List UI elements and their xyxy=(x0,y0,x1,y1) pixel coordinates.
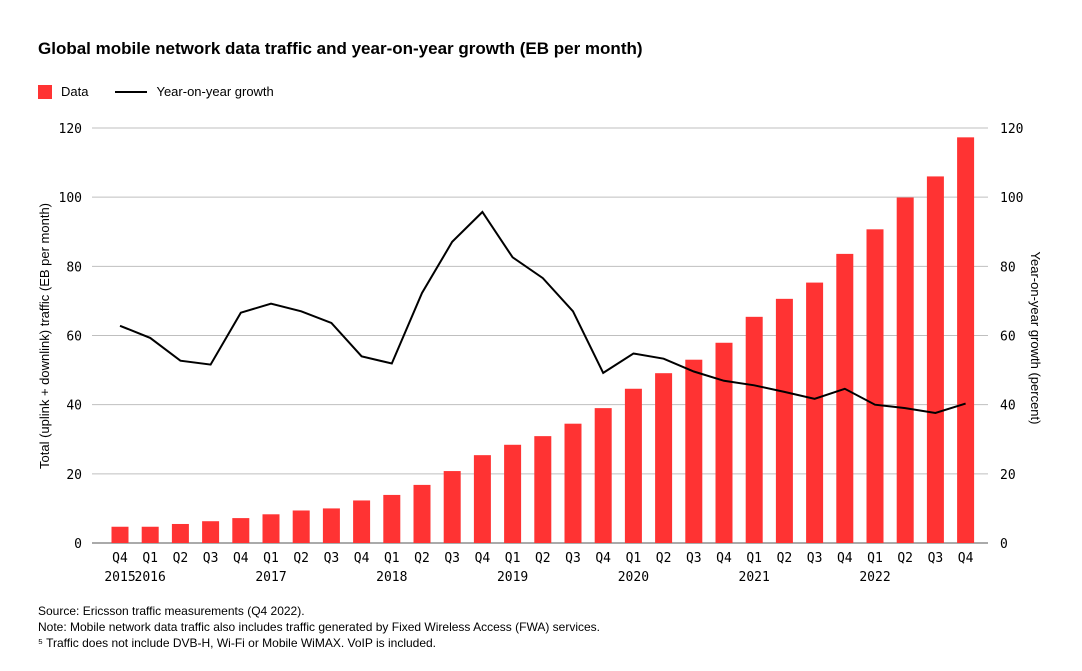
data-bar xyxy=(836,253,854,543)
chart-title: Global mobile network data traffic and y… xyxy=(38,39,643,58)
x-tick-label: Q1 xyxy=(746,551,762,566)
data-bar xyxy=(534,436,552,543)
x-tick-label: Q4 xyxy=(233,551,249,566)
fwa-note: Note: Mobile network data traffic also i… xyxy=(38,620,600,634)
growth-line xyxy=(119,210,966,415)
x-tick-label: Q4 xyxy=(112,551,128,566)
data-bar xyxy=(171,523,189,543)
data-bar xyxy=(111,526,129,543)
x-tick-label: Q3 xyxy=(565,551,581,566)
source-note: Source: Ericsson traffic measurements (Q… xyxy=(38,604,305,618)
x-tick-label: Q1 xyxy=(505,551,521,566)
x-tick-label: Q1 xyxy=(263,551,279,566)
bar-series xyxy=(111,137,975,543)
data-bar xyxy=(292,510,310,543)
x-tick-label: Q2 xyxy=(535,551,551,566)
x-tick-label: Q4 xyxy=(837,551,853,566)
legend-growth-label: Year-on-year growth xyxy=(156,84,274,99)
data-bar xyxy=(896,197,914,543)
x-year-label: 2021 xyxy=(739,570,770,585)
x-year-label: 2018 xyxy=(376,570,407,585)
y-tick-label-left: 0 xyxy=(74,537,82,552)
y-tick-label-right: 60 xyxy=(1000,330,1016,345)
y-tick-label-left: 40 xyxy=(66,399,82,414)
x-tick-label: Q4 xyxy=(716,551,732,566)
y-tick-label-left: 80 xyxy=(66,260,82,275)
y-tick-label-right: 100 xyxy=(1000,191,1023,206)
y-axis-right-ticks: 0 20 40 60 80 100 120 xyxy=(1000,122,1023,552)
y-axis-left-ticks: 0 20 40 60 80 100 120 xyxy=(59,122,82,552)
x-tick-label: Q3 xyxy=(686,551,702,566)
x-tick-label: Q4 xyxy=(958,551,974,566)
x-year-label: 2019 xyxy=(497,570,528,585)
y-tick-label-left: 100 xyxy=(59,191,82,206)
data-bar xyxy=(715,342,733,543)
data-bar xyxy=(473,455,491,543)
x-year-label: 2017 xyxy=(255,570,286,585)
x-tick-label: Q1 xyxy=(142,551,158,566)
x-tick-label: Q1 xyxy=(867,551,883,566)
data-bar xyxy=(685,359,703,543)
y-tick-label-right: 20 xyxy=(1000,468,1016,483)
data-bar xyxy=(655,373,673,543)
data-bar xyxy=(564,423,582,543)
y-tick-label-left: 60 xyxy=(66,330,82,345)
x-tick-label: Q4 xyxy=(354,551,370,566)
x-tick-label: Q3 xyxy=(444,551,460,566)
data-bar xyxy=(413,484,431,543)
data-bar xyxy=(866,229,884,543)
legend-growth-swatch xyxy=(115,90,148,93)
x-tick-label: Q2 xyxy=(414,551,430,566)
x-tick-label: Q1 xyxy=(626,551,642,566)
data-bar xyxy=(443,471,461,543)
x-year-label: 2015 xyxy=(104,570,135,585)
data-bar xyxy=(624,388,642,543)
x-tick-label: Q2 xyxy=(656,551,672,566)
x-tick-label: Q2 xyxy=(897,551,913,566)
y-tick-label-right: 120 xyxy=(1000,122,1023,137)
y-axis-left-label: Total (uplink + downlink) traffic (EB pe… xyxy=(37,203,52,469)
legend: Data Year-on-year growth xyxy=(38,84,274,99)
data-bar xyxy=(232,518,250,543)
x-tick-label: Q3 xyxy=(928,551,944,566)
x-year-label: 2022 xyxy=(859,570,890,585)
data-bar xyxy=(806,282,824,543)
data-bar xyxy=(504,444,522,543)
x-tick-label: Q2 xyxy=(777,551,793,566)
y-tick-label-right: 40 xyxy=(1000,399,1016,414)
data-bar xyxy=(594,408,612,543)
data-bar xyxy=(141,526,159,543)
legend-data-swatch xyxy=(38,84,52,99)
x-tick-label: Q3 xyxy=(203,551,219,566)
y-tick-label-left: 120 xyxy=(59,122,82,137)
x-tick-label: Q3 xyxy=(324,551,340,566)
data-bar xyxy=(745,316,763,543)
data-bar xyxy=(383,494,401,543)
data-bar xyxy=(202,521,220,543)
data-bar xyxy=(926,176,944,543)
data-bar xyxy=(353,500,371,543)
legend-data-label: Data xyxy=(61,84,89,99)
x-year-label: 2016 xyxy=(135,570,166,585)
x-tick-label: Q2 xyxy=(293,551,309,566)
x-tick-label: Q2 xyxy=(173,551,189,566)
x-tick-label: Q4 xyxy=(595,551,611,566)
x-tick-label: Q1 xyxy=(384,551,400,566)
y-tick-label-right: 80 xyxy=(1000,260,1016,275)
footnote: ⁵ Traffic does not include DVB-H, Wi-Fi … xyxy=(38,636,437,650)
x-year-label: 2020 xyxy=(618,570,649,585)
x-tick-label: Q3 xyxy=(807,551,823,566)
y-tick-label-left: 20 xyxy=(66,468,82,483)
y-tick-label-right: 0 xyxy=(1000,537,1008,552)
chart: 0 20 40 60 80 100 120 0 20 40 60 80 100 120 Q4 Q1 Q2 Q3… xyxy=(37,122,1043,585)
data-bar xyxy=(775,298,793,543)
x-tick-label: Q4 xyxy=(475,551,491,566)
data-bar xyxy=(262,514,280,543)
notes: Source: Ericsson traffic measurements (Q… xyxy=(38,603,600,651)
data-bar xyxy=(957,137,975,543)
y-axis-right-label: Year-on-year growth (percent) xyxy=(1028,252,1043,425)
x-axis-ticks: Q4 Q1 Q2 Q3 Q4 Q1 Q2 Q3 Q4 Q1 Q2 Q3 Q4 Q1 Q2 Q3 Q4 Q1 Q2 Q3… xyxy=(104,551,973,585)
data-bar xyxy=(322,508,340,543)
